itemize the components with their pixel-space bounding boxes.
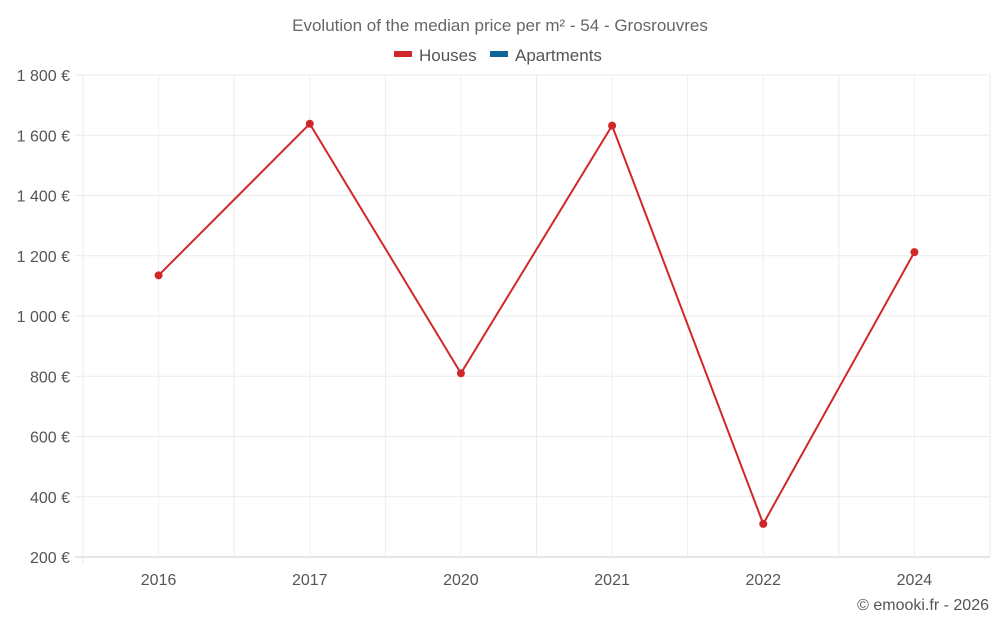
- x-tick-label: 2017: [292, 572, 328, 589]
- y-tick-label: 1 800 €: [17, 68, 70, 85]
- y-tick-label: 800 €: [30, 369, 70, 386]
- x-axis: 2016 2017 2020 2021 2022 2024: [141, 572, 933, 589]
- y-tick-label: 1 200 €: [17, 249, 70, 266]
- legend-item-houses[interactable]: Houses: [394, 46, 477, 65]
- legend-label: Houses: [419, 46, 477, 65]
- grid-lines: [75, 74, 991, 565]
- chart-title: Evolution of the median price per m² - 5…: [292, 16, 708, 35]
- legend[interactable]: Houses Apartments: [394, 46, 602, 65]
- legend-swatch: [490, 51, 508, 57]
- plot-area: [154, 119, 919, 528]
- y-tick-label: 200 €: [30, 550, 70, 567]
- y-tick-label: 1 000 €: [17, 309, 70, 326]
- data-point-houses[interactable]: [456, 369, 465, 378]
- legend-swatch: [394, 51, 412, 57]
- y-tick-label: 1 400 €: [17, 189, 70, 206]
- x-tick-label: 2022: [745, 572, 781, 589]
- y-tick-label: 1 600 €: [17, 128, 70, 145]
- y-tick-label: 400 €: [30, 490, 70, 507]
- y-axis: 200 € 400 € 600 € 800 € 1 000 € 1 200 € 1 400 …: [17, 68, 70, 567]
- credit-text: © emooki.fr - 2026: [857, 597, 989, 614]
- data-point-houses[interactable]: [608, 121, 617, 130]
- x-tick-label: 2020: [443, 572, 479, 589]
- x-tick-label: 2016: [141, 572, 177, 589]
- legend-item-apartments[interactable]: Apartments: [490, 46, 602, 65]
- data-point-houses[interactable]: [759, 519, 768, 528]
- data-point-houses[interactable]: [910, 248, 919, 257]
- data-point-houses[interactable]: [305, 119, 314, 128]
- y-tick-label: 600 €: [30, 430, 70, 447]
- x-tick-label: 2021: [594, 572, 630, 589]
- legend-label: Apartments: [515, 46, 602, 65]
- series-line-houses[interactable]: [157, 122, 916, 525]
- x-tick-label: 2024: [897, 572, 933, 589]
- data-point-houses[interactable]: [154, 271, 163, 280]
